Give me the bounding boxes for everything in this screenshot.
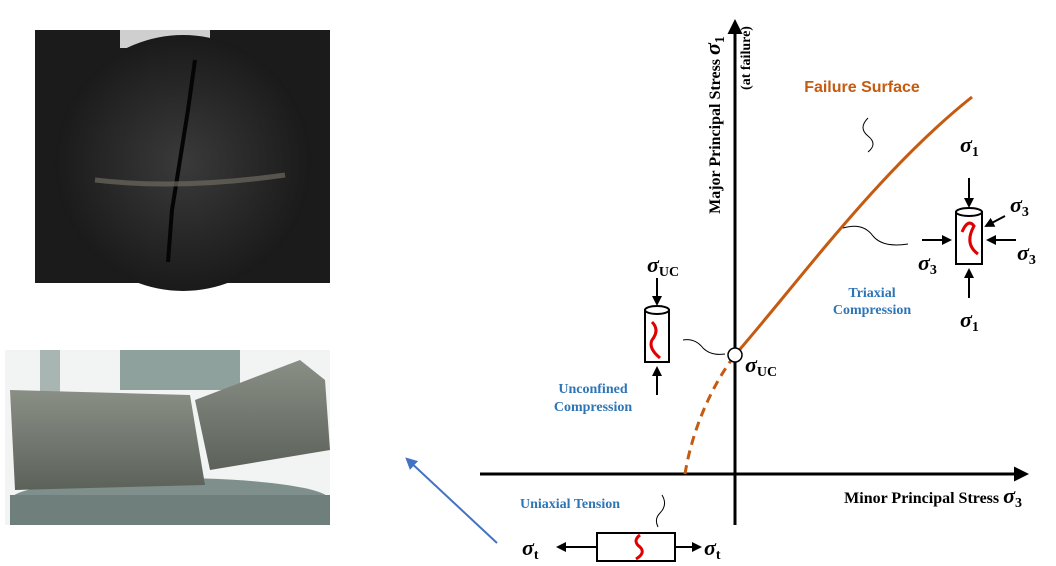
text: 1 — [972, 320, 979, 335]
ucs-point — [728, 348, 742, 362]
unconfined-label: Compression — [554, 400, 633, 415]
sigma-label: σt — [704, 535, 721, 563]
text: 3 — [1015, 496, 1022, 511]
sigma-label: σt — [522, 535, 539, 563]
text: t — [716, 548, 721, 563]
text: UC — [757, 365, 777, 380]
y-axis-note: (at failure) — [739, 26, 754, 90]
text: UC — [659, 265, 679, 280]
photo-disc — [35, 30, 330, 291]
sigma-label: σUC — [647, 252, 679, 280]
page: Major Principal Stress σ1 (at failure) M… — [0, 0, 1056, 566]
text: 3 — [1022, 205, 1029, 220]
text: 3 — [930, 263, 937, 278]
text: 3 — [1029, 253, 1036, 268]
text: Major Principal Stress — [707, 59, 724, 214]
sigma-label: σ3 — [918, 250, 937, 278]
tension-label: Uniaxial Tension — [520, 497, 620, 512]
failure-curve-tension — [685, 355, 735, 474]
y-axis-label: Major Principal Stress σ1 — [700, 36, 728, 214]
triaxial-label: Triaxial — [848, 286, 895, 301]
sigma-label: σUC — [745, 352, 777, 380]
tension-specimen — [558, 533, 700, 561]
leader — [656, 495, 664, 527]
leader — [863, 118, 873, 152]
sigma-label: σ1 — [960, 307, 979, 335]
failure-surface-label: Failure Surface — [804, 79, 920, 96]
text: 1 — [713, 36, 728, 43]
leader — [683, 340, 725, 355]
text: 1 — [972, 145, 979, 160]
pointer-arrow — [407, 459, 497, 543]
photo-beam — [5, 350, 330, 525]
text: Minor Principal Stress — [844, 490, 999, 507]
triaxial-specimen — [922, 178, 1016, 298]
text: t — [534, 548, 539, 563]
sigma-label: σ3 — [1010, 192, 1029, 220]
sigma-label: σ1 — [960, 132, 979, 160]
leader — [843, 226, 908, 245]
sigma-label: σ3 — [1017, 240, 1036, 268]
unconfined-label: Unconfined — [558, 382, 627, 397]
x-axis-label: Minor Principal Stress σ3 — [844, 483, 1022, 511]
triaxial-label: Compression — [833, 303, 912, 318]
unconfined-specimen — [645, 278, 669, 395]
